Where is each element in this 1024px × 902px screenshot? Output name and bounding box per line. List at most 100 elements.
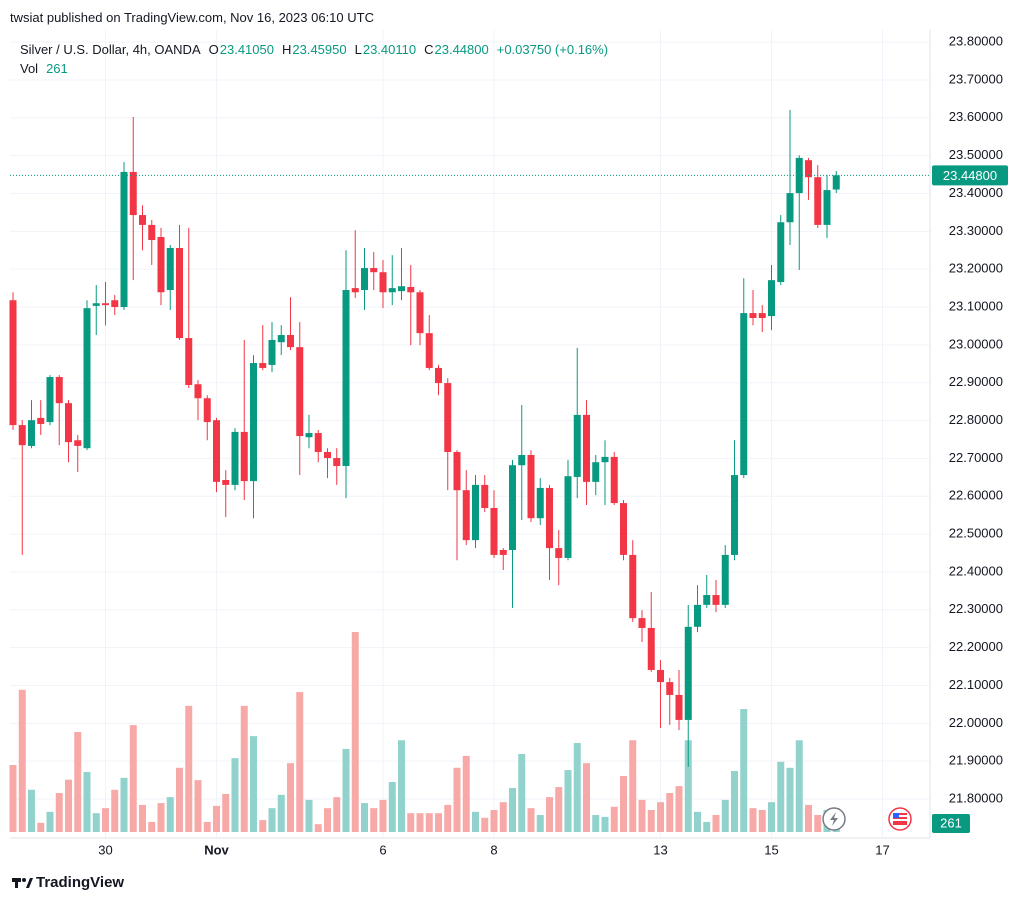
volume-bar [111, 789, 119, 832]
y-tick-label: 21.80000 [949, 790, 1003, 805]
volume-bar [18, 689, 26, 832]
volume-bar [351, 632, 359, 832]
x-tick-label: 15 [764, 842, 778, 857]
volume-bar [610, 806, 618, 832]
candle-body [481, 484, 489, 508]
candle-body [407, 286, 415, 293]
volume-bar [657, 802, 664, 832]
field-key: O [208, 42, 219, 57]
candle-body [259, 363, 267, 368]
candle-body [296, 347, 304, 437]
candle-body [111, 300, 119, 308]
y-tick-label: 23.10000 [949, 298, 1003, 313]
volume-bar [398, 740, 405, 832]
candle-body [55, 377, 63, 404]
candle-body [805, 160, 812, 178]
field-value: 23.45950 [292, 42, 347, 57]
legend-row: Silver / U.S. Dollar, 4h, OANDA O23.41050… [20, 40, 616, 59]
candle-body [758, 313, 766, 319]
field-value: 23.44800 [434, 42, 489, 57]
volume-bar [231, 758, 239, 832]
candle-body [305, 433, 313, 438]
candle-body [657, 669, 664, 683]
y-tick-label: 23.30000 [949, 223, 1003, 238]
candle-body [222, 479, 230, 485]
candle-body [527, 455, 535, 519]
volume-bar [28, 789, 35, 832]
candle-body [9, 300, 17, 426]
y-tick-label: 23.70000 [949, 71, 1003, 86]
volume-bar [314, 824, 322, 832]
legend: Silver / U.S. Dollar, 4h, OANDA O23.41050… [20, 40, 616, 78]
candle-body [240, 431, 248, 482]
volume-bar [527, 808, 535, 832]
candle-body [472, 484, 479, 541]
candle-body [166, 247, 174, 290]
volume-bar [92, 813, 100, 832]
candle-body [453, 451, 461, 491]
volume-bar [583, 763, 590, 832]
candle-body [555, 548, 563, 558]
volume-bar [731, 770, 738, 832]
candle-body [620, 503, 627, 555]
volume-bar [425, 813, 433, 832]
candle-body [388, 288, 396, 293]
volume-bar [194, 780, 202, 832]
volume-bar [157, 803, 165, 832]
candle-body [768, 280, 775, 317]
candle-body [425, 333, 433, 368]
volume-bar [777, 761, 785, 832]
candle-body [712, 595, 720, 605]
volume-bar [416, 813, 424, 832]
volume-bar [499, 802, 507, 832]
y-tick-label: 22.40000 [949, 563, 1003, 578]
x-tick-label: Nov [204, 842, 229, 857]
candle-body [361, 268, 368, 290]
candle-body [546, 487, 553, 549]
volume-bar [758, 809, 766, 832]
volume-bar [435, 813, 442, 832]
candle-body [509, 465, 516, 550]
volume-bar [176, 767, 183, 832]
volume-bar [647, 809, 655, 832]
volume-bar [370, 808, 378, 832]
volume-bar [444, 804, 452, 832]
y-tick-label: 23.20000 [949, 261, 1003, 276]
volume-bar [684, 740, 692, 832]
x-tick-label: 13 [653, 842, 667, 857]
volume-bar [129, 725, 137, 832]
volume-bar [629, 740, 637, 832]
candle-body [638, 618, 646, 628]
candle-body [536, 487, 544, 519]
field-value: 23.40110 [362, 42, 417, 57]
volume-bar [305, 799, 313, 832]
candle-body [277, 335, 285, 343]
volume-bar [240, 705, 248, 832]
candle-body [740, 313, 748, 476]
volume-bar [379, 799, 387, 832]
candle-body [832, 175, 840, 190]
volume-bar [814, 815, 822, 832]
volume-bar [740, 709, 748, 832]
candle-body [694, 604, 701, 627]
volume-bar [768, 802, 775, 832]
x-tick-label: 8 [490, 842, 497, 857]
candle-body [120, 171, 128, 308]
candle-body [518, 455, 526, 466]
candle-body [573, 414, 581, 477]
x-tick-label: 30 [98, 842, 112, 857]
volume-bar [342, 748, 350, 832]
legend-row: Vol 261 [20, 59, 616, 78]
candle-body [194, 384, 202, 399]
candle-body [499, 549, 507, 555]
candle-body [351, 288, 359, 293]
y-tick-label: 21.90000 [949, 753, 1003, 768]
volume-bar [462, 755, 470, 832]
candle-body [92, 303, 100, 306]
candle-body [647, 627, 655, 670]
candle-body [777, 222, 785, 283]
volume-bar [518, 754, 526, 832]
volume-label: 261 [940, 815, 962, 830]
